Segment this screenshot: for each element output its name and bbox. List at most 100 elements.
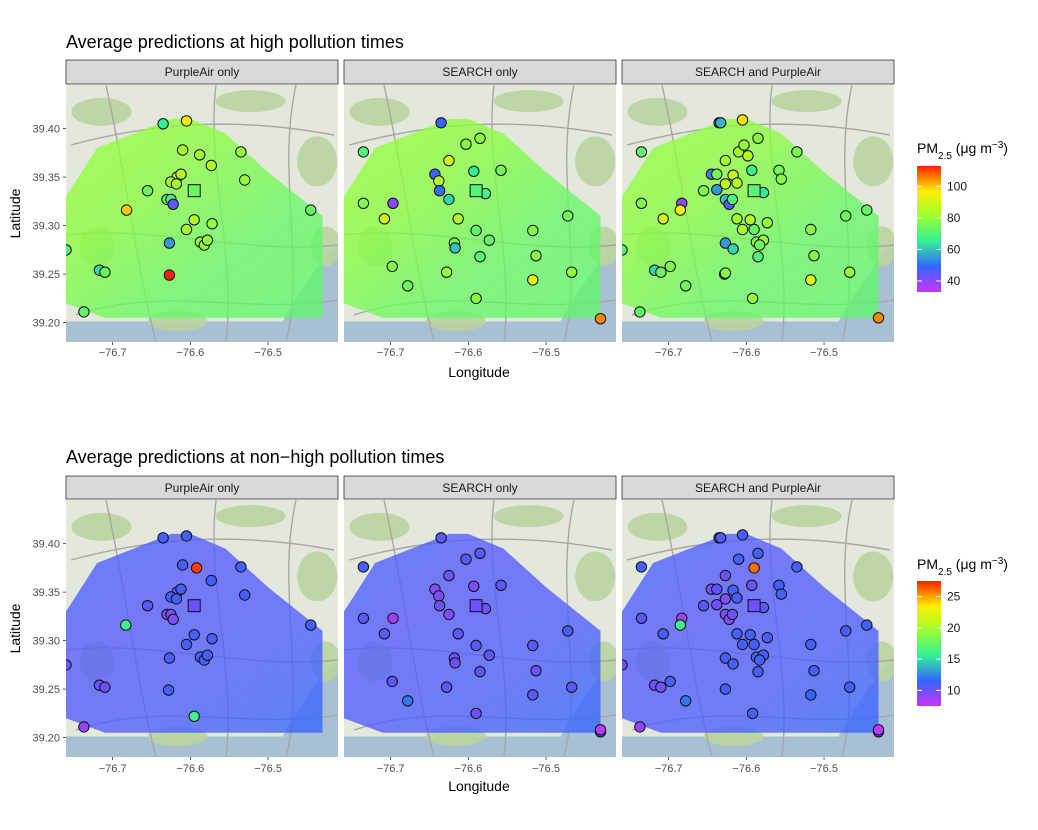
monitor-point bbox=[206, 218, 218, 230]
monitor-point bbox=[527, 689, 539, 701]
monitor-point bbox=[443, 569, 455, 582]
legend-title: PM2.5 (μg m−3) bbox=[917, 556, 1008, 578]
monitor-point bbox=[433, 175, 445, 187]
monitor-point bbox=[470, 707, 482, 720]
legend-title-main: PM bbox=[917, 556, 938, 572]
monitor-point bbox=[452, 628, 464, 640]
colorbar-tick-label: 25 bbox=[947, 590, 961, 604]
monitor-point bbox=[188, 214, 200, 226]
monitor-point bbox=[622, 244, 628, 256]
monitor-point bbox=[711, 184, 723, 196]
x-tick-label: −76.6 bbox=[176, 763, 204, 775]
monitor-point bbox=[470, 292, 482, 305]
monitor-point bbox=[566, 681, 578, 693]
monitor-point bbox=[235, 561, 247, 573]
legend-title-close: ) bbox=[1003, 556, 1008, 572]
panel-title: Average predictions at high pollution ti… bbox=[66, 32, 404, 52]
y-tick-label: 39.40 bbox=[32, 539, 60, 551]
reference-site-square bbox=[187, 599, 201, 613]
x-tick-label: −76.5 bbox=[254, 347, 282, 359]
colorbar-tick-label: 20 bbox=[947, 621, 961, 635]
monitor-point bbox=[635, 612, 648, 625]
monitor-point bbox=[190, 562, 203, 574]
monitor-point bbox=[470, 639, 482, 652]
panel-title: Average predictions at non−high pollutio… bbox=[66, 447, 444, 467]
monitor-point bbox=[468, 580, 480, 593]
reference-site-square bbox=[747, 599, 761, 613]
monitor-point bbox=[157, 118, 169, 130]
monitor-point bbox=[805, 274, 817, 286]
x-tick-label: −76.7 bbox=[655, 347, 683, 359]
x-axis-label: Longitude bbox=[448, 778, 510, 794]
monitor-point bbox=[752, 132, 764, 144]
monitor-point bbox=[163, 269, 176, 281]
basemap-park bbox=[575, 136, 616, 187]
monitor-point bbox=[205, 159, 218, 172]
monitor-point bbox=[634, 306, 646, 318]
facet-strip-label: SEARCH only bbox=[442, 481, 517, 495]
monitor-point bbox=[697, 185, 710, 197]
monitor-point bbox=[530, 250, 542, 262]
monitor-point bbox=[180, 223, 193, 236]
monitor-point bbox=[157, 532, 169, 544]
monitor-point bbox=[527, 639, 539, 652]
monitor-point bbox=[527, 224, 539, 237]
facet-0: PurpleAir only −76.7 −76.6 −76.5 bbox=[65, 475, 339, 775]
monitor-point bbox=[752, 666, 764, 678]
monitor-point bbox=[194, 149, 206, 161]
basemap-park bbox=[853, 551, 894, 602]
monitor-point bbox=[727, 243, 739, 255]
monitor-point bbox=[562, 210, 574, 222]
monitor-point bbox=[175, 583, 187, 595]
prediction-surface bbox=[344, 533, 601, 733]
monitor-point bbox=[239, 174, 251, 186]
monitor-point bbox=[635, 561, 648, 573]
monitor-point bbox=[167, 613, 179, 626]
facet-strip-label: SEARCH and PurpleAir bbox=[695, 481, 821, 495]
monitor-point bbox=[657, 628, 669, 640]
monitor-point bbox=[378, 213, 391, 225]
basemap-park bbox=[297, 551, 338, 602]
monitor-point bbox=[742, 150, 754, 162]
monitor-point bbox=[170, 178, 183, 190]
colorbar-tick-label: 100 bbox=[947, 179, 967, 193]
basemap-water bbox=[622, 736, 894, 757]
monitor-point bbox=[175, 168, 187, 180]
monitor-point bbox=[655, 266, 667, 278]
monitor-point bbox=[697, 600, 710, 612]
monitor-point bbox=[201, 649, 214, 661]
monitor-point bbox=[761, 632, 774, 644]
monitor-point bbox=[840, 625, 852, 637]
basemap-water bbox=[66, 321, 338, 342]
colorbar-tick-label: 80 bbox=[947, 211, 961, 225]
monitor-point bbox=[305, 619, 317, 631]
monitor-point bbox=[805, 638, 817, 651]
monitor-point bbox=[736, 529, 749, 541]
monitor-point bbox=[594, 724, 607, 736]
colorbar bbox=[917, 581, 941, 706]
basemap-park bbox=[771, 505, 842, 528]
basemap-park bbox=[493, 505, 564, 528]
monitor-point bbox=[357, 612, 370, 625]
legend-title-close: ) bbox=[1003, 140, 1008, 156]
facet-0: PurpleAir only −76.7 −76.6 −76.5 bbox=[65, 59, 339, 359]
monitor-point bbox=[872, 312, 885, 324]
monitor-point bbox=[402, 280, 414, 292]
monitor-point bbox=[808, 250, 820, 262]
map-plot bbox=[344, 500, 616, 757]
basemap-park bbox=[493, 90, 564, 113]
monitor-point bbox=[761, 217, 774, 229]
x-tick-label: −76.5 bbox=[532, 763, 560, 775]
monitor-point bbox=[66, 659, 72, 671]
facet-strip bbox=[343, 59, 617, 85]
monitor-point bbox=[726, 193, 739, 206]
y-tick-label: 39.40 bbox=[32, 124, 60, 136]
basemap-park bbox=[71, 512, 132, 541]
monitor-point bbox=[719, 569, 732, 582]
x-tick-label: −76.5 bbox=[532, 347, 560, 359]
legend-title-main: PM bbox=[917, 140, 938, 156]
monitor-point bbox=[180, 638, 193, 651]
monitor-point bbox=[746, 579, 758, 592]
monitor-point bbox=[664, 260, 676, 273]
